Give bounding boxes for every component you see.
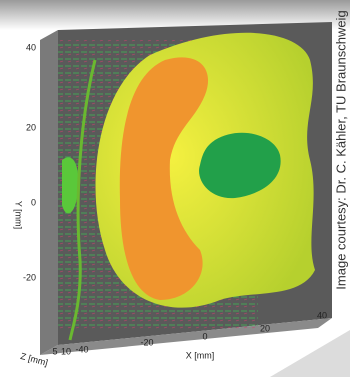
y-axis-label: Y [mm] (14, 201, 24, 229)
x-tick-label: -20 (140, 337, 153, 347)
z-tick-label: 5 (52, 346, 57, 356)
bottom-panel (40, 318, 332, 355)
y-tick-label: 0 (31, 197, 36, 207)
x-tick-label: 20 (260, 323, 270, 333)
z-tick-label: 10 (61, 346, 71, 356)
y-tick-label: -20 (23, 272, 36, 282)
x-axis-label: X [mm] (186, 350, 215, 360)
x-tick-label: 40 (317, 310, 327, 320)
side-panel (40, 30, 58, 355)
x-tick-label: 0 (202, 331, 207, 341)
corner-graphic (270, 330, 350, 377)
y-tick-label: 40 (26, 42, 36, 52)
x-tick-label: -40 (75, 344, 88, 354)
iso-surface-core (199, 132, 281, 199)
y-tick-label: 20 (26, 122, 36, 132)
iso-surface-orange (119, 57, 209, 301)
image-credit: Image courtesy: Dr. C. Kähler, TU Brauns… (333, 10, 348, 289)
iso-surface-inlet (62, 157, 79, 214)
shear-layer (68, 59, 97, 341)
